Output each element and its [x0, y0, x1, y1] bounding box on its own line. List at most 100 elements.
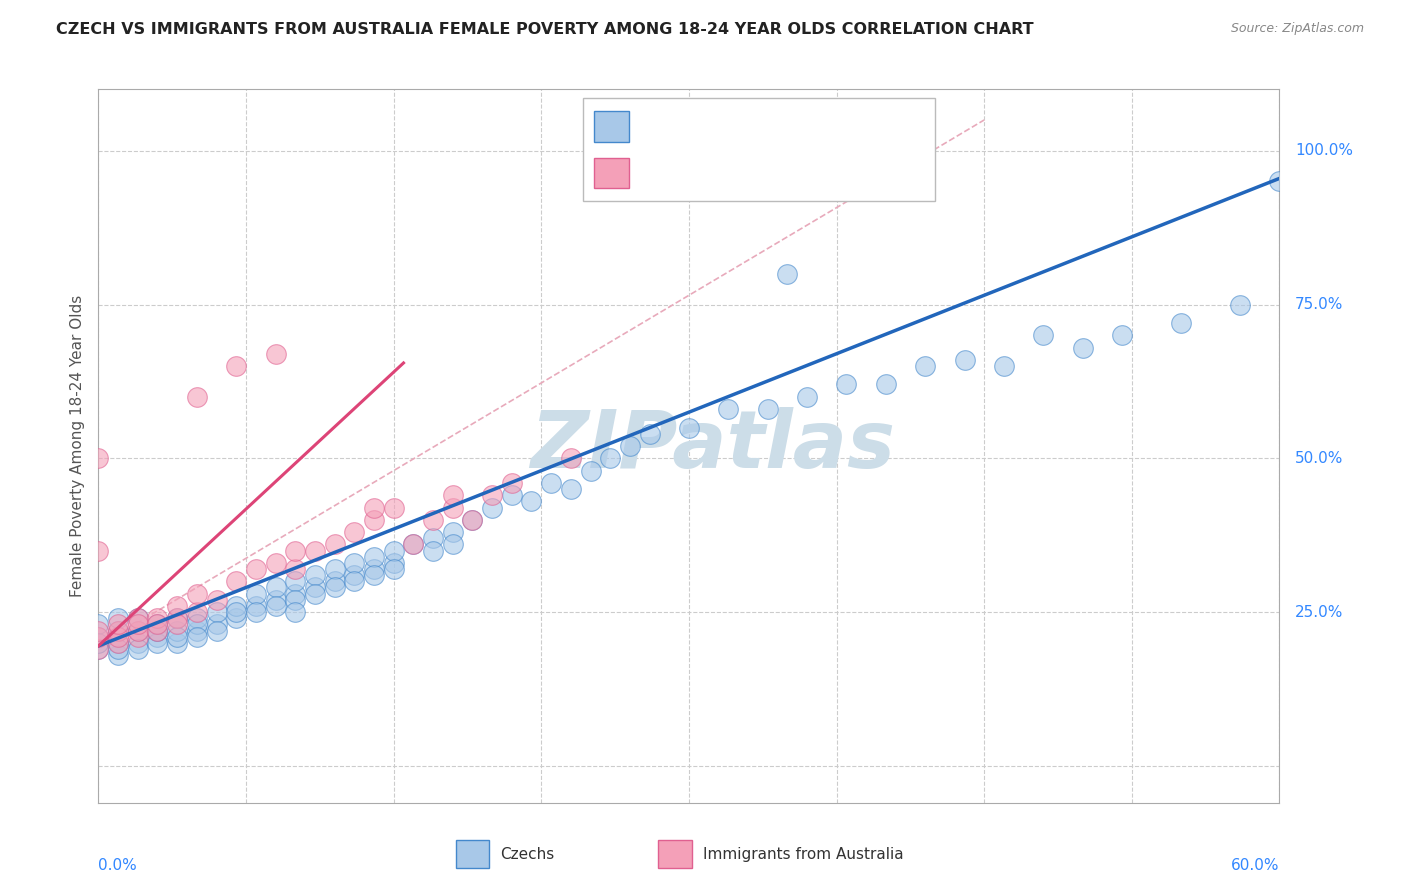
Text: R =  0.511: R = 0.511	[638, 118, 734, 136]
Point	[402, 537, 425, 551]
Point	[166, 630, 188, 644]
Point	[284, 574, 307, 589]
Point	[441, 525, 464, 540]
Point	[481, 488, 503, 502]
Point	[146, 617, 169, 632]
Text: N = 87: N = 87	[794, 118, 862, 136]
Point	[343, 574, 366, 589]
Point	[461, 513, 484, 527]
Point	[87, 624, 110, 638]
Point	[264, 347, 287, 361]
Point	[422, 543, 444, 558]
Point	[186, 587, 208, 601]
Point	[87, 451, 110, 466]
Point	[107, 630, 129, 644]
Point	[382, 543, 405, 558]
Point	[363, 568, 385, 582]
Point	[343, 556, 366, 570]
Point	[304, 543, 326, 558]
Point	[186, 605, 208, 619]
Y-axis label: Female Poverty Among 18-24 Year Olds: Female Poverty Among 18-24 Year Olds	[69, 295, 84, 597]
Text: N = 44: N = 44	[794, 164, 862, 182]
Text: Immigrants from Australia: Immigrants from Australia	[703, 847, 904, 862]
Text: 25.0%: 25.0%	[1295, 605, 1344, 620]
FancyBboxPatch shape	[583, 98, 935, 201]
Point	[107, 611, 129, 625]
Point	[363, 562, 385, 576]
Text: Source: ZipAtlas.com: Source: ZipAtlas.com	[1230, 22, 1364, 36]
Point	[107, 624, 129, 638]
Point	[323, 581, 346, 595]
Text: 100.0%: 100.0%	[1295, 144, 1353, 158]
Point	[87, 543, 110, 558]
Point	[127, 630, 149, 644]
Point	[166, 611, 188, 625]
Point	[1229, 297, 1251, 311]
Point	[1032, 328, 1054, 343]
Point	[245, 599, 267, 613]
Point	[264, 581, 287, 595]
Point	[382, 500, 405, 515]
Point	[264, 556, 287, 570]
Point	[717, 402, 740, 417]
FancyBboxPatch shape	[658, 840, 692, 868]
Point	[323, 537, 346, 551]
Point	[481, 500, 503, 515]
Point	[87, 630, 110, 644]
Point	[638, 426, 661, 441]
Point	[146, 624, 169, 638]
Point	[343, 525, 366, 540]
Text: CZECH VS IMMIGRANTS FROM AUSTRALIA FEMALE POVERTY AMONG 18-24 YEAR OLDS CORRELAT: CZECH VS IMMIGRANTS FROM AUSTRALIA FEMAL…	[56, 22, 1033, 37]
Point	[363, 549, 385, 564]
Point	[422, 513, 444, 527]
Point	[186, 390, 208, 404]
Point	[127, 611, 149, 625]
Point	[914, 359, 936, 373]
Point	[166, 624, 188, 638]
Point	[993, 359, 1015, 373]
Point	[540, 475, 562, 490]
Point	[87, 642, 110, 657]
Point	[678, 420, 700, 434]
Point	[166, 617, 188, 632]
Text: 0.0%: 0.0%	[98, 858, 138, 873]
Point	[441, 488, 464, 502]
Point	[166, 636, 188, 650]
Point	[363, 513, 385, 527]
Point	[520, 494, 543, 508]
Point	[323, 574, 346, 589]
Text: 60.0%: 60.0%	[1232, 858, 1279, 873]
Point	[579, 464, 602, 478]
Point	[127, 611, 149, 625]
Point	[323, 562, 346, 576]
Point	[284, 543, 307, 558]
Point	[343, 568, 366, 582]
Point	[205, 624, 228, 638]
Point	[127, 642, 149, 657]
Point	[186, 611, 208, 625]
Point	[599, 451, 621, 466]
Text: Czechs: Czechs	[501, 847, 555, 862]
Point	[87, 630, 110, 644]
Point	[225, 611, 247, 625]
Text: 50.0%: 50.0%	[1295, 450, 1344, 466]
Point	[225, 574, 247, 589]
Point	[304, 587, 326, 601]
Point	[146, 636, 169, 650]
Point	[245, 605, 267, 619]
Text: ZIPatlas: ZIPatlas	[530, 407, 896, 485]
Point	[186, 617, 208, 632]
Point	[1111, 328, 1133, 343]
Point	[245, 587, 267, 601]
Point	[402, 537, 425, 551]
Point	[225, 605, 247, 619]
Point	[205, 605, 228, 619]
Point	[284, 587, 307, 601]
Point	[107, 648, 129, 662]
Point	[560, 482, 582, 496]
Point	[796, 390, 818, 404]
Point	[166, 611, 188, 625]
Point	[225, 359, 247, 373]
Point	[363, 500, 385, 515]
Point	[441, 500, 464, 515]
